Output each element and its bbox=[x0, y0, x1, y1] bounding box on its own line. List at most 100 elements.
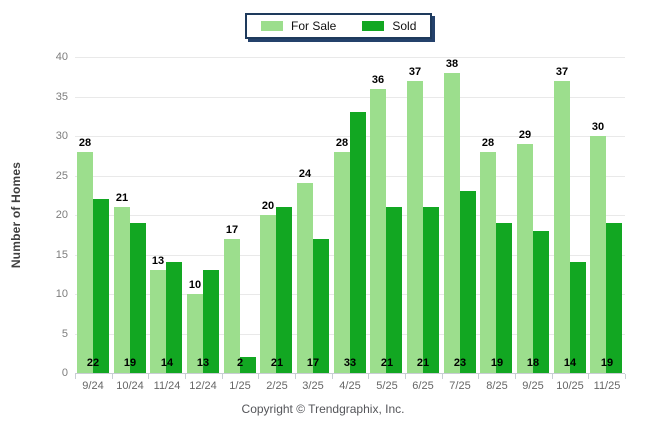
sold-value-label: 13 bbox=[196, 357, 210, 369]
for-sale-value-label: 37 bbox=[408, 66, 422, 78]
legend-label-sold: Sold bbox=[392, 19, 417, 33]
bar-sold bbox=[496, 223, 512, 373]
bar-sold bbox=[423, 207, 439, 373]
y-tick-label: 30 bbox=[55, 130, 68, 142]
x-category-label: 9/24 bbox=[82, 380, 104, 392]
bar-sold bbox=[350, 112, 366, 373]
x-axis-tick bbox=[588, 374, 589, 379]
copyright-text: Copyright © Trendgraphix, Inc. bbox=[241, 402, 405, 416]
x-axis-tick bbox=[368, 374, 369, 379]
sold-value-label: 14 bbox=[563, 357, 577, 369]
bar-for-sale bbox=[554, 81, 570, 373]
y-tick-label: 40 bbox=[55, 51, 68, 63]
bar-sold bbox=[386, 207, 402, 373]
bar-for-sale bbox=[590, 136, 606, 373]
x-axis-tick bbox=[148, 374, 149, 379]
bar-sold bbox=[606, 223, 622, 373]
for-sale-value-label: 28 bbox=[335, 137, 349, 149]
sold-value-label: 33 bbox=[343, 357, 357, 369]
legend-item-for-sale: For Sale bbox=[261, 19, 336, 33]
sold-swatch-icon bbox=[362, 21, 385, 31]
x-axis-tick bbox=[222, 374, 223, 379]
y-tick-label: 10 bbox=[55, 288, 68, 300]
for-sale-swatch-icon bbox=[261, 21, 283, 31]
for-sale-value-label: 28 bbox=[78, 137, 92, 149]
sold-value-label: 18 bbox=[526, 357, 540, 369]
x-axis-tick bbox=[258, 374, 259, 379]
bar-for-sale bbox=[480, 152, 496, 373]
y-tick-label: 25 bbox=[55, 170, 68, 182]
x-axis-tick bbox=[75, 374, 76, 379]
y-tick-label: 0 bbox=[61, 367, 68, 379]
x-category-label: 8/25 bbox=[486, 380, 508, 392]
bar-sold bbox=[130, 223, 146, 373]
x-axis-tick bbox=[332, 374, 333, 379]
for-sale-value-label: 30 bbox=[591, 121, 605, 133]
bar-sold bbox=[533, 231, 549, 373]
bar-for-sale bbox=[77, 152, 93, 373]
gridline bbox=[75, 97, 625, 98]
bar-sold bbox=[570, 262, 586, 373]
bar-for-sale bbox=[150, 270, 166, 373]
x-axis-tick bbox=[405, 374, 406, 379]
x-category-label: 3/25 bbox=[302, 380, 324, 392]
bar-sold bbox=[460, 191, 476, 373]
for-sale-value-label: 37 bbox=[555, 66, 569, 78]
x-category-label: 4/25 bbox=[339, 380, 361, 392]
bar-sold bbox=[166, 262, 182, 373]
sold-value-label: 23 bbox=[453, 357, 467, 369]
bar-for-sale bbox=[114, 207, 130, 373]
sold-value-label: 22 bbox=[86, 357, 100, 369]
x-axis-tick bbox=[112, 374, 113, 379]
y-tick-label: 15 bbox=[55, 249, 68, 261]
x-axis-tick bbox=[295, 374, 296, 379]
bar-for-sale bbox=[334, 152, 350, 373]
for-sale-value-label: 13 bbox=[151, 255, 165, 267]
legend-item-sold: Sold bbox=[362, 19, 416, 33]
for-sale-value-label: 20 bbox=[261, 200, 275, 212]
x-category-label: 6/25 bbox=[412, 380, 434, 392]
bar-for-sale bbox=[444, 73, 460, 373]
bar-for-sale bbox=[370, 89, 386, 373]
sold-value-label: 2 bbox=[236, 357, 244, 369]
x-category-label: 2/25 bbox=[266, 380, 288, 392]
bar-for-sale bbox=[260, 215, 276, 373]
bar-for-sale bbox=[407, 81, 423, 373]
for-sale-value-label: 21 bbox=[115, 192, 129, 204]
y-axis-title: Number of Homes bbox=[9, 161, 23, 269]
sold-value-label: 21 bbox=[270, 357, 284, 369]
x-category-label: 10/25 bbox=[556, 380, 584, 392]
y-tick-label: 20 bbox=[55, 209, 68, 221]
bar-for-sale bbox=[517, 144, 533, 373]
bar-sold bbox=[313, 239, 329, 373]
x-axis-tick bbox=[442, 374, 443, 379]
sold-value-label: 19 bbox=[123, 357, 137, 369]
chart-legend: For Sale Sold bbox=[245, 13, 433, 39]
x-axis-line bbox=[75, 373, 625, 374]
sold-value-label: 14 bbox=[160, 357, 174, 369]
x-axis-tick bbox=[478, 374, 479, 379]
for-sale-value-label: 24 bbox=[298, 168, 312, 180]
y-tick-label: 5 bbox=[61, 328, 68, 340]
sold-value-label: 19 bbox=[490, 357, 504, 369]
x-category-label: 11/24 bbox=[153, 380, 181, 392]
bar-sold bbox=[276, 207, 292, 373]
bar-for-sale bbox=[187, 294, 203, 373]
x-axis-tick bbox=[515, 374, 516, 379]
x-category-label: 9/25 bbox=[522, 380, 544, 392]
bar-sold bbox=[240, 357, 256, 373]
for-sale-value-label: 29 bbox=[518, 129, 532, 141]
for-sale-value-label: 17 bbox=[225, 224, 239, 236]
x-category-label: 11/25 bbox=[593, 380, 621, 392]
bar-for-sale bbox=[297, 183, 313, 373]
bar-for-sale bbox=[224, 239, 240, 373]
for-sale-value-label: 36 bbox=[371, 74, 385, 86]
sold-value-label: 17 bbox=[306, 357, 320, 369]
bar-sold bbox=[203, 270, 219, 373]
for-sale-value-label: 10 bbox=[188, 279, 202, 291]
sold-value-label: 21 bbox=[380, 357, 394, 369]
x-axis-tick bbox=[625, 374, 626, 379]
sold-value-label: 21 bbox=[416, 357, 430, 369]
x-axis-tick bbox=[185, 374, 186, 379]
